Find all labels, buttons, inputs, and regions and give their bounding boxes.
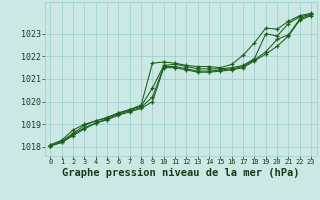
X-axis label: Graphe pression niveau de la mer (hPa): Graphe pression niveau de la mer (hPa)	[62, 168, 300, 178]
